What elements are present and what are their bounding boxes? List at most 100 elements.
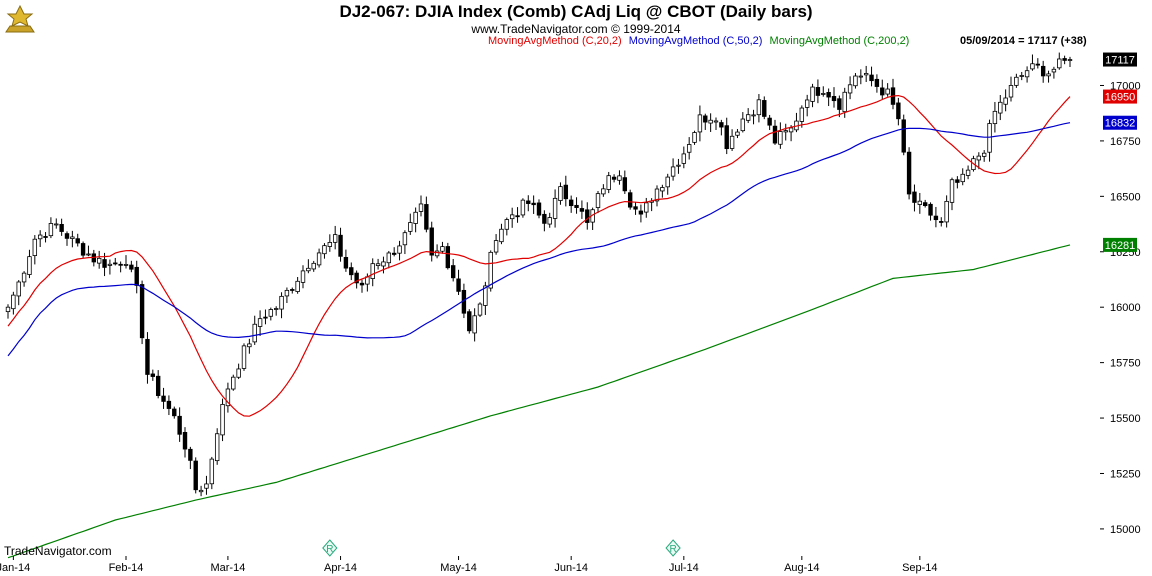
legend-ma200: MovingAvgMethod (C,200,2): [769, 35, 910, 47]
candle: [113, 257, 118, 266]
candle: [145, 332, 150, 384]
candle: [826, 88, 831, 107]
event-marker-icon[interactable]: R: [665, 539, 681, 557]
candle: [311, 260, 316, 272]
x-tick-label: Aug-14: [784, 562, 819, 574]
candle: [413, 207, 418, 233]
candle: [332, 225, 338, 250]
candle: [515, 207, 520, 223]
candle: [804, 94, 810, 117]
x-tick-label: Sep-14: [902, 562, 937, 574]
candle: [338, 227, 343, 262]
candle: [703, 113, 708, 130]
candle: [1067, 56, 1073, 68]
candle: [418, 195, 424, 217]
legend-ma20: MovingAvgMethod (C,20,2): [488, 35, 622, 47]
price-box: 17117: [1103, 52, 1137, 67]
candle: [64, 231, 70, 246]
candle: [96, 250, 102, 269]
candle: [220, 398, 225, 442]
candle: [32, 235, 38, 265]
candle: [193, 457, 198, 494]
candle: [268, 307, 274, 321]
candle: [279, 292, 284, 319]
y-tick-label: 15500: [1110, 413, 1141, 425]
candle: [928, 202, 933, 221]
candle: [847, 76, 853, 100]
candle: [585, 202, 590, 230]
x-tick-label: Jun-14: [554, 562, 588, 574]
candle: [70, 230, 75, 248]
price-box-label: 16950: [1105, 92, 1136, 104]
candle: [729, 129, 735, 151]
candle: [370, 258, 375, 287]
candle: [509, 207, 515, 228]
candle: [606, 171, 611, 194]
svg-text:R: R: [669, 544, 676, 555]
candle: [118, 261, 123, 273]
candle: [177, 407, 182, 442]
candle: [316, 248, 322, 268]
candle: [1057, 52, 1062, 70]
y-tick-label: 17000: [1110, 80, 1141, 92]
candle: [21, 271, 27, 287]
svg-text:R: R: [326, 544, 333, 555]
candle: [273, 306, 279, 316]
candle: [295, 277, 300, 294]
candle: [944, 195, 949, 228]
candle: [54, 218, 59, 229]
footer-brand: TradeNavigator.com: [4, 544, 112, 558]
candle: [225, 382, 231, 413]
y-tick-label: 16500: [1110, 191, 1141, 203]
candle: [713, 117, 719, 131]
candle: [595, 190, 601, 213]
candle: [719, 119, 724, 136]
candle: [906, 147, 912, 200]
candle: [59, 218, 64, 236]
candle: [359, 279, 365, 293]
candle: [831, 87, 837, 108]
candle: [80, 241, 86, 258]
candle: [965, 165, 971, 180]
price-boxes: 17117 16950 16832 16281: [1103, 52, 1137, 252]
candle: [579, 200, 585, 219]
candle: [917, 192, 923, 214]
candle: [901, 114, 906, 156]
x-tick-label: Apr-14: [324, 562, 357, 574]
candle: [633, 202, 638, 215]
candle: [815, 79, 821, 104]
tradenavigator-logo: [5, 4, 35, 33]
candle: [429, 221, 434, 262]
candle: [987, 119, 992, 162]
candle: [912, 184, 917, 212]
candle: [735, 129, 740, 139]
candle: [172, 406, 177, 419]
candle: [129, 260, 134, 273]
candle: [472, 308, 477, 342]
x-tick-label: Mar-14: [210, 562, 245, 574]
candle: [922, 199, 928, 208]
candle: [204, 475, 209, 495]
candle: [644, 197, 649, 218]
candle: [885, 83, 890, 97]
candle: [558, 182, 563, 205]
candle: [86, 245, 91, 257]
candle: [890, 78, 896, 110]
candle: [976, 152, 982, 170]
event-marker-icon[interactable]: R: [322, 539, 338, 557]
candle: [434, 244, 440, 259]
candle: [520, 198, 526, 218]
candle: [123, 255, 129, 269]
price-box: 16281: [1103, 237, 1137, 252]
y-tick-label: 15750: [1110, 358, 1141, 370]
chart-subtitle: www.TradeNavigator.com © 1999-2014: [471, 22, 681, 36]
candle: [660, 184, 665, 198]
candle: [247, 338, 252, 354]
candle: [445, 242, 451, 270]
candle: [349, 262, 354, 281]
candle: [467, 309, 472, 334]
candle: [681, 146, 687, 169]
candle: [638, 204, 644, 223]
candle: [933, 206, 939, 228]
